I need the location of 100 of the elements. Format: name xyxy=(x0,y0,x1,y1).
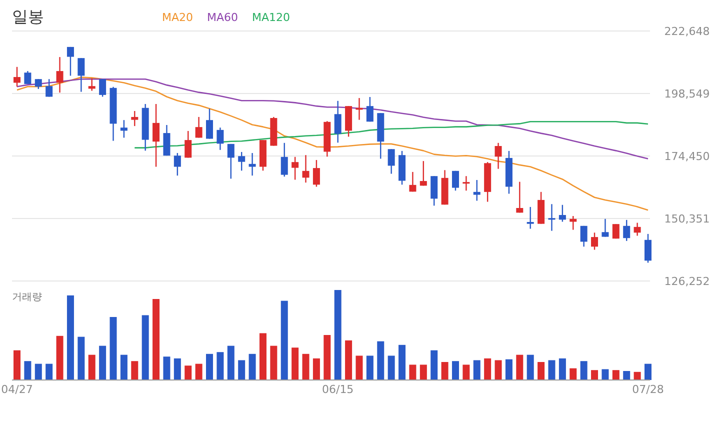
candlestick xyxy=(56,56,64,94)
bar xyxy=(548,360,556,380)
bar xyxy=(14,350,20,380)
text: MA120 xyxy=(252,11,290,24)
candlestick xyxy=(462,176,470,192)
candlestick xyxy=(206,108,214,140)
bar xyxy=(356,356,363,380)
candlestick xyxy=(302,154,310,184)
candlestick xyxy=(516,181,524,214)
bar xyxy=(580,361,588,380)
y-tick-label: 150,351 xyxy=(664,212,710,226)
bar xyxy=(34,364,42,380)
bar xyxy=(120,354,128,380)
bar xyxy=(292,348,299,380)
bar xyxy=(66,295,74,380)
bar xyxy=(430,350,438,380)
candlestick xyxy=(280,142,288,178)
candlestick xyxy=(131,110,138,127)
candlestick xyxy=(163,124,170,156)
bar xyxy=(270,346,278,380)
candlestick xyxy=(88,78,96,92)
bar xyxy=(195,364,202,380)
bar xyxy=(110,317,117,380)
bar xyxy=(131,361,138,380)
candlestick xyxy=(612,223,620,240)
bar xyxy=(88,354,96,380)
bar xyxy=(152,299,160,380)
bar xyxy=(46,364,53,380)
bar xyxy=(409,364,416,380)
bar xyxy=(570,368,577,380)
bar xyxy=(227,346,234,380)
candlestick xyxy=(238,151,246,172)
bar xyxy=(612,370,620,380)
bar xyxy=(248,354,256,380)
chart-title: 일봉 xyxy=(12,7,44,26)
bar xyxy=(634,372,641,380)
bar xyxy=(591,370,598,380)
candlestick xyxy=(334,100,342,144)
bar xyxy=(388,356,395,380)
bar xyxy=(623,371,630,380)
y-tick-label: 126,252 xyxy=(664,275,710,288)
candlestick xyxy=(174,152,181,176)
candlestick xyxy=(526,206,534,230)
bar xyxy=(484,358,492,380)
bar xyxy=(184,366,192,380)
bar xyxy=(174,358,181,380)
bar xyxy=(259,333,266,380)
text: MA60 xyxy=(207,11,238,24)
candlestick xyxy=(24,70,32,85)
bar xyxy=(473,360,480,380)
candlestick xyxy=(14,66,20,88)
bar xyxy=(644,364,652,380)
candlestick xyxy=(195,116,202,138)
candlestick xyxy=(494,142,502,170)
x-tick-label: 06/15 xyxy=(322,383,354,396)
y-tick-label: 222,648 xyxy=(664,25,710,38)
bar xyxy=(558,358,566,380)
candlestick xyxy=(78,57,85,92)
x-tick-label: 04/27 xyxy=(1,383,33,396)
candlestick xyxy=(591,232,598,250)
candlestick xyxy=(602,218,609,238)
bar xyxy=(377,341,384,380)
bar xyxy=(99,346,106,380)
candlestick xyxy=(548,204,556,232)
bar xyxy=(163,356,170,380)
candlestick xyxy=(312,159,320,188)
bar xyxy=(24,361,32,380)
candlestick xyxy=(99,78,106,98)
candlestick xyxy=(430,176,438,206)
bar xyxy=(238,360,246,380)
bar xyxy=(538,362,545,380)
bar xyxy=(441,362,448,380)
candlestick xyxy=(634,222,641,236)
bar xyxy=(280,300,288,380)
candlestick xyxy=(452,170,459,192)
candlestick xyxy=(388,148,395,174)
bar xyxy=(324,335,331,380)
candlestick xyxy=(227,143,234,180)
bar xyxy=(452,361,459,380)
candlestick xyxy=(558,204,566,222)
bar xyxy=(56,336,64,380)
candlestick xyxy=(420,160,427,186)
candlestick xyxy=(644,233,652,264)
y-tick-label: 198,549 xyxy=(664,88,710,100)
candlestick xyxy=(473,179,480,202)
x-tick-label: 07/28 xyxy=(632,383,664,396)
bar xyxy=(602,369,609,380)
candlestick xyxy=(623,219,630,242)
bar xyxy=(142,315,149,380)
candlestick xyxy=(248,152,256,176)
candlestick xyxy=(409,171,416,192)
bar xyxy=(494,360,502,380)
candlestick xyxy=(66,46,74,76)
candlestick xyxy=(120,119,128,138)
bar xyxy=(462,364,470,380)
y-tick-label: 174,450 xyxy=(664,150,710,163)
bar xyxy=(516,354,524,380)
candlestick xyxy=(366,96,374,122)
bar xyxy=(312,358,320,380)
bar xyxy=(206,354,214,380)
